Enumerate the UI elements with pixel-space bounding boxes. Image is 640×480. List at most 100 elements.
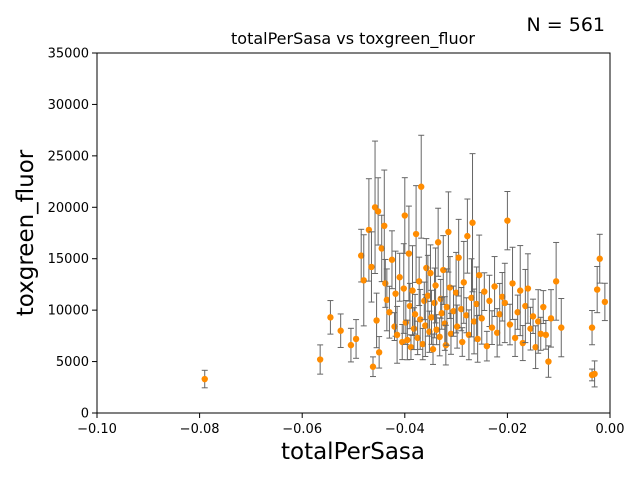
point-marker — [415, 278, 423, 285]
point-marker — [422, 322, 429, 329]
data-point — [445, 191, 452, 273]
point-marker — [493, 329, 501, 336]
data-point — [434, 207, 442, 277]
data-point — [399, 323, 406, 361]
data-point — [501, 262, 509, 344]
data-point — [491, 256, 498, 317]
point-marker — [453, 323, 461, 330]
point-marker — [407, 343, 415, 351]
point-marker — [434, 239, 442, 246]
point-marker — [483, 342, 491, 350]
data-point — [588, 310, 596, 346]
chart-title: totalPerSasa vs toxgreen_fluor — [231, 29, 475, 49]
x-tick-label: −0.10 — [77, 422, 117, 437]
data-point — [443, 268, 451, 346]
point-marker — [588, 371, 596, 379]
data-point — [369, 356, 377, 378]
data-point — [537, 316, 544, 351]
point-marker — [393, 331, 401, 339]
y-tick-label: 15000 — [48, 252, 89, 267]
point-marker — [411, 311, 419, 318]
point-marker — [382, 280, 389, 287]
point-marker — [443, 303, 451, 311]
point-marker — [378, 245, 385, 252]
point-marker — [400, 285, 407, 292]
data-point — [407, 334, 415, 361]
data-points — [201, 134, 609, 389]
data-point — [352, 319, 360, 359]
point-marker — [431, 299, 438, 307]
point-marker — [524, 285, 532, 292]
data-point — [522, 268, 529, 344]
data-point — [496, 282, 503, 346]
point-marker — [414, 334, 421, 342]
point-marker — [383, 296, 391, 304]
y-tick-label: 5000 — [56, 355, 89, 370]
point-marker — [458, 305, 465, 313]
point-marker — [410, 325, 418, 332]
point-marker — [433, 326, 440, 333]
point-marker — [373, 317, 380, 324]
point-marker — [446, 284, 454, 291]
point-marker — [347, 341, 355, 349]
y-tick-label: 0 — [81, 407, 89, 422]
data-point — [552, 241, 560, 321]
data-point — [534, 289, 542, 354]
point-marker — [468, 294, 475, 301]
data-point — [418, 134, 425, 239]
point-marker — [423, 264, 430, 272]
point-marker — [496, 311, 503, 318]
data-point — [464, 198, 471, 274]
point-marker — [447, 330, 455, 337]
y-axis: 0 5000 10000 15000 20000 25000 30000 35000 — [48, 47, 97, 422]
data-point — [470, 288, 478, 355]
point-marker — [391, 323, 398, 330]
data-point — [375, 336, 383, 369]
y-tick-label: 20000 — [48, 201, 89, 216]
data-point — [506, 303, 514, 346]
plot-area-frame — [96, 52, 611, 414]
data-point — [481, 272, 488, 311]
data-point — [593, 265, 601, 314]
data-point — [373, 292, 380, 349]
point-marker — [381, 222, 388, 229]
data-point — [459, 327, 466, 357]
x-axis-label: totalPerSasa — [281, 439, 425, 465]
data-point — [601, 282, 609, 322]
data-point — [415, 256, 423, 307]
point-marker — [486, 297, 493, 305]
data-point — [427, 244, 434, 302]
point-marker — [375, 349, 383, 356]
point-marker — [529, 313, 537, 320]
point-marker — [488, 324, 496, 331]
data-point — [416, 288, 424, 350]
point-marker — [540, 303, 547, 311]
data-point — [400, 243, 407, 334]
point-marker — [522, 302, 529, 310]
data-point — [455, 218, 462, 297]
point-marker — [409, 287, 416, 294]
data-point — [432, 247, 439, 324]
point-marker — [429, 346, 437, 353]
x-tick-label: −0.08 — [180, 422, 220, 437]
data-point — [347, 327, 355, 363]
point-marker — [419, 340, 426, 348]
data-point — [493, 308, 501, 358]
data-point — [447, 312, 455, 355]
point-marker — [470, 318, 478, 325]
data-point — [453, 304, 461, 349]
data-point — [365, 178, 373, 282]
point-marker — [404, 336, 411, 344]
point-marker — [450, 307, 457, 315]
data-point — [558, 297, 565, 358]
point-marker — [545, 358, 552, 365]
point-marker — [401, 212, 408, 219]
data-point — [405, 205, 413, 302]
data-point — [433, 314, 440, 346]
point-marker — [432, 282, 439, 289]
data-point — [511, 318, 519, 357]
point-marker — [392, 290, 399, 297]
point-marker — [511, 334, 519, 342]
point-marker — [316, 356, 324, 363]
data-point — [368, 231, 375, 303]
